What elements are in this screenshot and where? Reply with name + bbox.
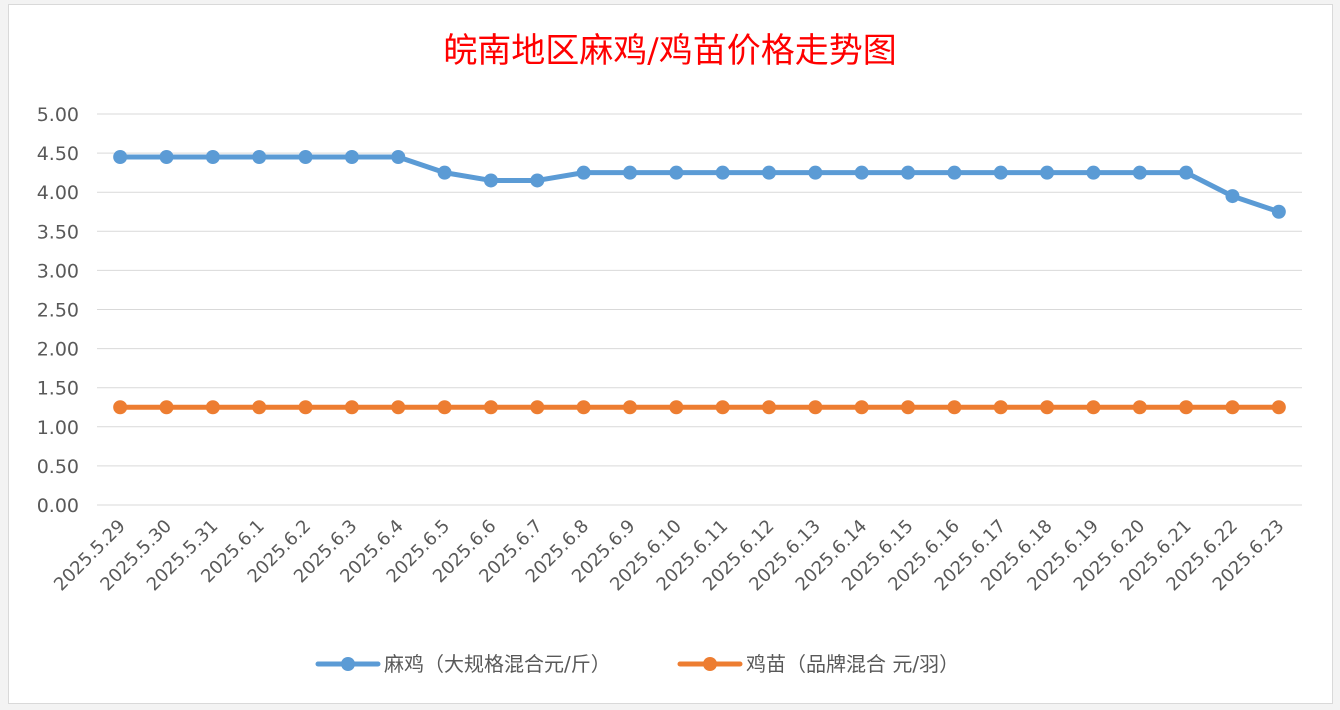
- data-point: [715, 165, 730, 180]
- data-point: [252, 150, 267, 165]
- data-point: [344, 400, 359, 415]
- data-point: [1179, 165, 1194, 180]
- x-axis-tick-labels: 2025.5.292025.5.302025.5.312025.6.12025.…: [50, 516, 1288, 596]
- chart-area[interactable]: [8, 4, 1333, 704]
- y-tick-label: 3.50: [37, 221, 79, 243]
- gridlines: [97, 113, 1302, 506]
- data-point: [113, 150, 128, 165]
- series-line: [117, 154, 1282, 215]
- y-tick-label: 5.00: [37, 104, 79, 126]
- legend-swatch-marker: [341, 657, 355, 671]
- y-axis-tick-labels: 0.00 0.50 1.00 1.50 2.00 2.50 3.00 3.50 4.00 4.50…: [37, 104, 79, 517]
- data-point: [762, 165, 777, 180]
- data-point: [530, 173, 545, 188]
- y-tick-label: 2.50: [37, 300, 79, 322]
- legend-item-1: 麻鸡（大规格混合元/斤）: [315, 652, 611, 676]
- data-point: [947, 400, 962, 415]
- data-point: [669, 165, 684, 180]
- y-tick-label: 0.50: [37, 456, 79, 478]
- data-point: [159, 150, 174, 165]
- data-point: [854, 400, 869, 415]
- data-point: [1225, 189, 1240, 204]
- data-point: [622, 400, 637, 415]
- data-point: [808, 400, 823, 415]
- data-point: [391, 150, 406, 165]
- series-2: [113, 400, 1286, 415]
- data-point: [576, 165, 591, 180]
- data-point: [437, 165, 452, 180]
- y-tick-label: 1.50: [37, 378, 79, 400]
- data-point: [901, 165, 916, 180]
- data-point: [854, 165, 869, 180]
- y-tick-label: 4.50: [37, 143, 79, 165]
- data-point: [1086, 400, 1101, 415]
- data-point: [1086, 165, 1101, 180]
- y-tick-label: 1.00: [37, 417, 79, 439]
- data-point: [344, 150, 359, 165]
- legend: 麻鸡（大规格混合元/斤） 鸡苗（品牌混合 元/羽）: [315, 652, 959, 676]
- data-point: [483, 173, 498, 188]
- data-point: [113, 400, 128, 415]
- data-point: [622, 165, 637, 180]
- data-point: [715, 400, 730, 415]
- data-point: [205, 150, 220, 165]
- data-point: [252, 400, 267, 415]
- data-point: [1271, 400, 1286, 415]
- data-point: [530, 400, 545, 415]
- data-point: [762, 400, 777, 415]
- legend-label: 麻鸡（大规格混合元/斤）: [384, 652, 611, 676]
- data-point: [993, 400, 1008, 415]
- legend-swatch-marker: [703, 657, 717, 671]
- data-point: [947, 165, 962, 180]
- data-point: [437, 400, 452, 415]
- y-tick-label: 3.00: [37, 260, 79, 282]
- data-point: [1040, 400, 1055, 415]
- data-point: [808, 165, 823, 180]
- data-point: [1225, 400, 1240, 415]
- data-point: [901, 400, 916, 415]
- data-point: [576, 400, 591, 415]
- y-tick-label: 2.00: [37, 339, 79, 361]
- data-point: [205, 400, 220, 415]
- data-point: [993, 165, 1008, 180]
- y-tick-label: 4.00: [37, 182, 79, 204]
- data-point: [1179, 400, 1194, 415]
- chart-title: 皖南地区麻鸡/鸡苗价格走势图: [443, 31, 896, 71]
- y-tick-label: 0.00: [37, 495, 79, 517]
- data-point: [1132, 400, 1147, 415]
- data-point: [298, 150, 313, 165]
- data-point: [669, 400, 684, 415]
- data-point: [298, 400, 313, 415]
- data-point: [391, 400, 406, 415]
- series-1: [113, 150, 1286, 219]
- data-point: [483, 400, 498, 415]
- legend-label: 鸡苗（品牌混合 元/羽）: [746, 652, 959, 676]
- data-point: [1040, 165, 1055, 180]
- legend-item-2: 鸡苗（品牌混合 元/羽）: [677, 652, 959, 676]
- series-lines: [113, 150, 1286, 415]
- data-point: [159, 400, 174, 415]
- data-point: [1132, 165, 1147, 180]
- data-point: [1271, 204, 1286, 219]
